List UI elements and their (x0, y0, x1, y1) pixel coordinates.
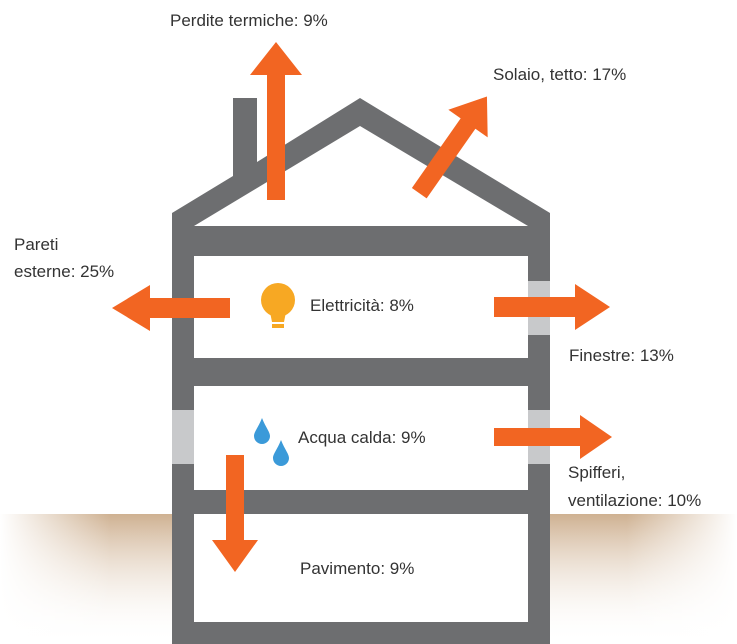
label-line: esterne: 25% (14, 262, 114, 281)
label: Finestre: 13% (569, 346, 674, 365)
label: Solaio, tetto: 17% (493, 65, 626, 84)
page: {"labels": { "chimney": "Perdite termich… (0, 0, 737, 644)
label: Pareti esterne: 25% (14, 235, 114, 281)
label-line: Pareti (14, 235, 58, 254)
label: Pavimento: 9% (300, 559, 414, 578)
window (172, 410, 194, 464)
label: Elettricità: 8% (310, 296, 414, 315)
label-line: ventilazione: 10% (568, 491, 701, 510)
house-diagram: Perdite termiche: 9% Solaio, tetto: 17% … (0, 0, 737, 644)
label: Spifferi, ventilazione: 10% (568, 463, 701, 510)
label: Acqua calda: 9% (298, 428, 426, 447)
label: Perdite termiche: 9% (170, 11, 328, 30)
label-line: Spifferi, (568, 463, 625, 482)
